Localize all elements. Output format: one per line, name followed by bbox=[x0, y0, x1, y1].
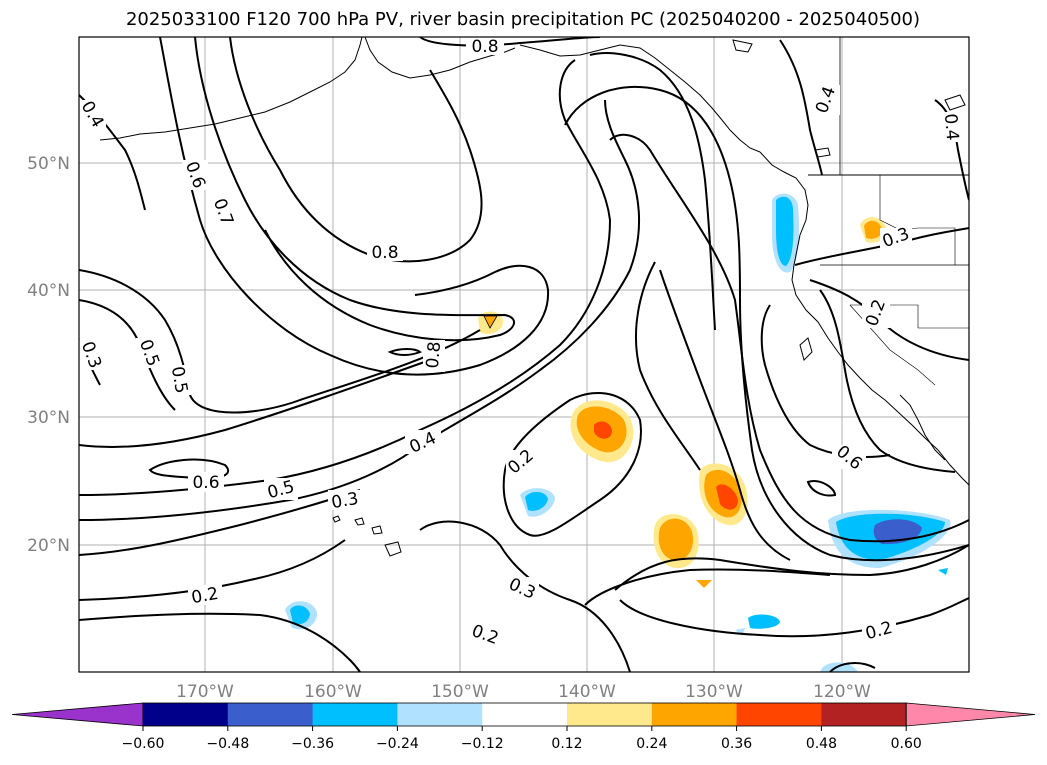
contour-0.4-northeast bbox=[779, 39, 823, 176]
map-panel: 0.8 0.4 0.4 0.6 0.7 0.8 0.3 0.4 0.5 0.8 bbox=[78, 36, 970, 673]
contour-labels: 0.8 0.4 0.4 0.6 0.7 0.8 0.3 0.4 0.5 0.8 bbox=[79, 37, 964, 649]
contour-0.6-small-east bbox=[806, 480, 837, 497]
contour-label: 0.8 bbox=[471, 37, 498, 57]
colorbar-label: 0.24 bbox=[636, 736, 667, 752]
contour-0.2-loop bbox=[502, 391, 642, 537]
lon-label-150w: 150°W bbox=[431, 682, 489, 702]
colorbar-label: −0.36 bbox=[291, 736, 334, 752]
contour-0.6-coast bbox=[819, 289, 956, 473]
contour-0.8-loop bbox=[229, 37, 483, 263]
figure-title: 2025033100 F120 700 hPa PV, river basin … bbox=[126, 9, 920, 30]
contour-0.5-long bbox=[79, 59, 612, 496]
pv-contours bbox=[79, 37, 969, 672]
lat-label-40n: 40°N bbox=[27, 281, 70, 301]
colorbar-outline bbox=[142, 702, 907, 727]
contour-0.4-central bbox=[564, 85, 969, 562]
colorbar-label: 0.48 bbox=[806, 736, 837, 752]
contour-label: 0.3 bbox=[330, 489, 360, 513]
colorbar-extend-low bbox=[11, 702, 144, 727]
contour-0.6-loop bbox=[159, 37, 550, 376]
colorbar: −0.60 −0.48 −0.36 −0.24 −0.12 0.12 0.24 0.36 0.4… bbox=[11, 702, 1036, 752]
contour-0.4-farright bbox=[934, 99, 969, 201]
contour-label: 0.5 bbox=[167, 365, 191, 395]
lon-label-160w: 160°W bbox=[304, 682, 362, 702]
colorbar-segment bbox=[397, 703, 483, 726]
contour-0.2-south bbox=[619, 597, 969, 638]
map-background bbox=[79, 37, 969, 672]
contour-label: 0.8 bbox=[423, 341, 445, 370]
lat-label-30n: 30°N bbox=[27, 408, 70, 428]
lon-label-170w: 170°W bbox=[176, 682, 234, 702]
contour-0.7-loop bbox=[194, 37, 515, 342]
lon-label-120w: 120°W bbox=[813, 682, 871, 702]
coastline-hawaii bbox=[332, 515, 341, 523]
contour-0.2-east bbox=[584, 568, 831, 606]
contour-0.5-east bbox=[659, 269, 791, 561]
contour-label: 0.4 bbox=[940, 113, 962, 142]
contour-0.8-north bbox=[419, 37, 601, 47]
colorbar-label: −0.48 bbox=[206, 736, 249, 752]
contour-0.5-main bbox=[79, 269, 481, 414]
contour-label: 0.8 bbox=[371, 243, 398, 263]
lat-label-20n: 20°N bbox=[27, 536, 70, 556]
contour-label: 0.6 bbox=[192, 473, 219, 493]
colorbar-segment bbox=[482, 703, 568, 726]
colorbar-extend-high bbox=[905, 702, 1036, 727]
colorbar-segment bbox=[736, 703, 822, 726]
coastline-west-us bbox=[791, 234, 969, 486]
colorbar-segment bbox=[312, 703, 398, 726]
contour-label: 0.2 bbox=[190, 584, 220, 608]
colorbar-label: 0.36 bbox=[721, 736, 752, 752]
contour-0.2-bottom bbox=[79, 612, 361, 672]
contour-0.2-farsouth bbox=[829, 662, 876, 672]
contour-0.4-long bbox=[79, 99, 640, 521]
contour-0.6-small bbox=[148, 458, 230, 480]
colorbar-label: −0.60 bbox=[122, 736, 165, 752]
colorbar-segment bbox=[143, 703, 229, 726]
colorbar-segment bbox=[821, 703, 907, 726]
coastline-bc bbox=[759, 151, 809, 236]
lat-label-50n: 50°N bbox=[27, 154, 70, 174]
colorbar-segment bbox=[227, 703, 314, 726]
contour-0.3-central bbox=[589, 52, 716, 331]
contour-0.6-long bbox=[79, 359, 431, 448]
colorbar-segment bbox=[567, 703, 653, 726]
colorbar-label: 0.12 bbox=[551, 736, 582, 752]
colorbar-label: 0.60 bbox=[891, 736, 922, 752]
latitude-labels: 50°N 40°N 30°N 20°N bbox=[27, 154, 70, 556]
colorbar-label: −0.12 bbox=[461, 736, 504, 752]
colorbar-label: −0.24 bbox=[376, 736, 419, 752]
contour-0.4-east bbox=[634, 261, 701, 471]
contour-0.2-long bbox=[79, 539, 346, 601]
map-frame bbox=[78, 36, 970, 673]
lon-label-130w: 130°W bbox=[685, 682, 743, 702]
lon-label-140w: 140°W bbox=[558, 682, 616, 702]
coastline-alaska bbox=[99, 37, 363, 141]
longitude-labels: 170°W 160°W 150°W 140°W 130°W 120°W bbox=[176, 682, 871, 702]
contour-0.3-southeast bbox=[614, 544, 969, 591]
precipitation-anomalies bbox=[285, 193, 951, 672]
contour-0.8-small bbox=[387, 348, 422, 356]
colorbar-segment bbox=[651, 703, 738, 726]
contour-0.5-central bbox=[609, 133, 969, 543]
